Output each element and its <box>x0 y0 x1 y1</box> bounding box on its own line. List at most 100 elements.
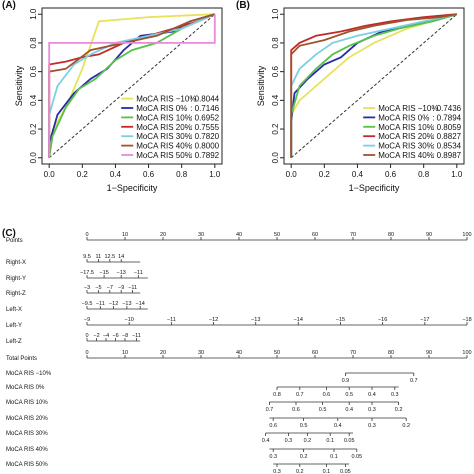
nomogram-row-label: Points <box>6 238 23 244</box>
nomogram-row-label: MoCA RIS 20% <box>6 416 48 422</box>
roc-chart-b: 0.0 0.2 0.4 0.6 0.8 1.0 0.0 0.2 0.4 0.6 0.8 1.0 1−Sp… <box>256 7 465 193</box>
legend-auc: : 0.7555 <box>190 123 219 132</box>
legend-auc: : 0.8000 <box>190 142 219 151</box>
nomogram-tick-label: 0.3 <box>368 407 376 413</box>
y-tick-label: 0.6 <box>271 66 280 78</box>
nomogram-tick-label: 0.1 <box>323 469 331 474</box>
nomogram-row-label: Right-X <box>6 260 26 266</box>
nomogram-tick-label: −9 <box>118 285 124 291</box>
nomogram-tick-label: −17 <box>420 317 429 323</box>
panel-c-label: (C) <box>2 228 16 239</box>
nomogram-tick-label: −16 <box>378 317 387 323</box>
nomogram-tick-label: 20 <box>160 350 166 356</box>
nomogram-tick-label: 0.4 <box>262 438 270 444</box>
legend-auc: : 0.7892 <box>190 151 219 160</box>
y-tick-label: 0.8 <box>271 37 280 49</box>
roc-curve-p40 <box>48 13 216 158</box>
y-tick-label: 0.4 <box>29 94 38 106</box>
y-tick-label: 1.0 <box>29 8 38 20</box>
nomogram-tick-label: 90 <box>426 232 432 238</box>
x-tick-label: 1.0 <box>451 170 463 179</box>
x-tick-label: 0.2 <box>77 170 89 179</box>
nomogram-tick-label: 0.4 <box>345 407 353 413</box>
legend-label: MoCA RIS 10% <box>378 123 434 132</box>
nomogram-tick-label: −11 <box>96 301 105 307</box>
nomogram-tick-label: −13 <box>251 317 260 323</box>
nomogram-tick-label: −7 <box>107 285 113 291</box>
nomogram-tick-label: 0.2 <box>300 454 308 460</box>
nomogram-tick-label: 0.3 <box>285 438 293 444</box>
nomogram-tick-label: −2 <box>93 333 99 339</box>
legend-auc: : 0.7820 <box>190 132 219 141</box>
nomogram-tick-label: −11 <box>128 285 137 291</box>
nomogram-tick-label: 0 <box>85 350 88 356</box>
x-tick-label: 0.8 <box>418 170 430 179</box>
nomogram-tick-label: −13 <box>122 301 131 307</box>
nomogram-tick-label: −12 <box>109 301 118 307</box>
roc-chart-a: 0.0 0.2 0.4 0.6 0.8 1.0 0.0 0.2 0.4 0.6 0.8 1.0 1−Sp… <box>14 7 223 193</box>
nomogram-tick-label: 40 <box>236 232 242 238</box>
legend-label: MoCA RIS −10% <box>136 95 196 104</box>
nomogram-row-label: Right-Z <box>6 291 26 297</box>
nomogram-tick-label: −6 <box>112 333 118 339</box>
nomogram-row-label: Left-Y <box>6 323 22 329</box>
legend-label: MoCA RIS 10% <box>136 113 192 122</box>
x-tick-label: 0.4 <box>352 170 364 179</box>
plot-frame <box>41 7 223 165</box>
legend-label: MoCA RIS 30% <box>136 132 192 141</box>
nomogram-tick-label: −10 <box>125 317 134 323</box>
nomogram-tick-label: 0.7 <box>296 392 304 398</box>
nomogram-tick-label: 0.1 <box>330 454 338 460</box>
nomogram-row-label: Left-X <box>6 307 22 313</box>
y-tick-label: 0.8 <box>29 37 38 49</box>
nomogram-row-label: MoCA RIS 40% <box>6 447 48 453</box>
nomogram-tick-label: −14 <box>136 301 145 307</box>
nomogram-tick-label: 10 <box>122 350 128 356</box>
roc-curve-p20 <box>290 13 457 158</box>
nomogram-tick-label: 9.5 <box>83 254 91 260</box>
nomogram-tick-label: 50 <box>274 232 280 238</box>
nomogram-tick-label: 0.3 <box>269 454 277 460</box>
x-axis-label: 1−Specificity <box>107 183 158 193</box>
x-tick-label: 0.6 <box>143 170 155 179</box>
nomogram-tick-label: 0.5 <box>319 407 327 413</box>
nomogram-tick-label: 30 <box>198 350 204 356</box>
nomogram-tick-label: 100 <box>462 232 471 238</box>
nomogram-tick-label: −9.5 <box>82 301 93 307</box>
y-tick-label: 1.0 <box>271 8 280 20</box>
nomogram-tick-label: 0.4 <box>334 423 342 429</box>
nomogram-tick-label: 70 <box>350 232 356 238</box>
panel-a-label: (A) <box>2 0 16 11</box>
nomogram-tick-label: 0.6 <box>323 392 331 398</box>
nomogram-tick-label: 0.05 <box>340 469 351 474</box>
nomogram-tick-label: 0.2 <box>395 407 403 413</box>
nomogram-row-label: MoCA RIS 30% <box>6 431 48 437</box>
chance-diagonal <box>290 13 458 159</box>
nomogram-tick-label: 11 <box>96 254 102 260</box>
nomogram-tick-label: −3 <box>84 285 90 291</box>
legend-auc: : 0.8534 <box>432 142 461 151</box>
nomogram-tick-label: 0.5 <box>345 392 353 398</box>
nomogram-tick-label: 0 <box>85 333 88 339</box>
y-tick-label: 0.0 <box>29 152 38 164</box>
plot-frame <box>283 7 465 165</box>
nomogram-tick-label: 0 <box>85 232 88 238</box>
nomogram-tick-label: 0.5 <box>300 423 308 429</box>
nomogram-tick-label: 0.7 <box>266 407 274 413</box>
roc-curve-p20 <box>48 13 216 158</box>
nomogram-tick-label: 0.9 <box>342 378 350 384</box>
x-tick-label: 0.0 <box>286 170 298 179</box>
nomogram-tick-label: 0.2 <box>402 423 410 429</box>
nomogram-row-label: Total Points <box>6 356 37 362</box>
legend-label: MoCA RIS 0% <box>378 113 429 122</box>
nomogram-tick-label: 0.3 <box>273 469 281 474</box>
nomogram-tick-label: 80 <box>388 232 394 238</box>
nomogram-tick-label: 60 <box>312 232 318 238</box>
legend-label: MoCA RIS 40% <box>136 142 192 151</box>
nomogram-tick-label: 0.05 <box>351 454 362 460</box>
nomogram-tick-label: −5 <box>95 285 101 291</box>
nomogram-row-label: Right-Y <box>6 276 26 282</box>
legend-label: MoCA RIS 20% <box>378 132 434 141</box>
nomogram-tick-label: 0.05 <box>344 438 355 444</box>
nomogram-row-label: Left-Z <box>6 339 22 345</box>
